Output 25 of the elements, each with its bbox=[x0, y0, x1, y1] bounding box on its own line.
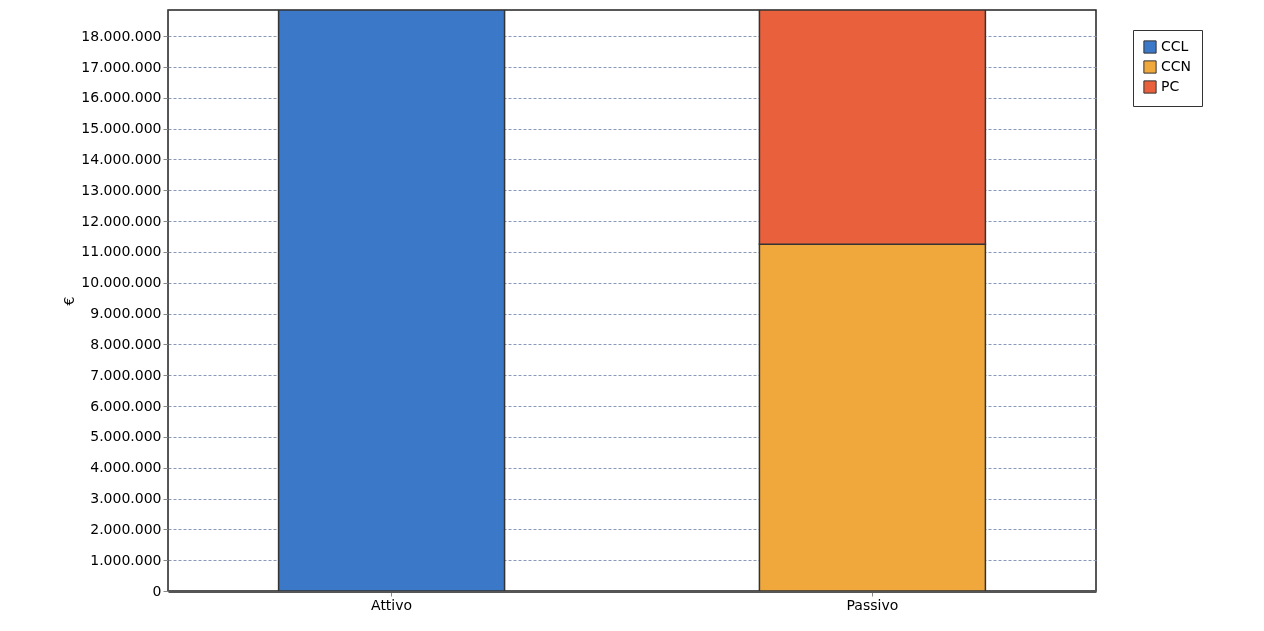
legend-label: PC bbox=[1161, 78, 1180, 94]
y-tick-label: 18.000.000 bbox=[81, 27, 162, 44]
y-tick-label: 10.000.000 bbox=[81, 274, 162, 291]
y-tick-label: 12.000.000 bbox=[81, 212, 162, 229]
y-tick-label: 4.000.000 bbox=[90, 459, 162, 476]
y-tick-label: 14.000.000 bbox=[81, 150, 162, 167]
y-tick-label: 8.000.000 bbox=[90, 335, 162, 352]
y-tick-label: 15.000.000 bbox=[81, 120, 162, 137]
legend-label: CCN bbox=[1161, 58, 1192, 74]
y-tick-label: 5.000.000 bbox=[90, 428, 162, 445]
y-tick-label: 16.000.000 bbox=[81, 89, 162, 106]
x-tick-label: Passivo bbox=[846, 596, 899, 613]
y-tick-label: 2.000.000 bbox=[90, 520, 162, 537]
y-tick-label: 0 bbox=[152, 582, 162, 599]
y-tick-label: 11.000.000 bbox=[81, 243, 162, 260]
y-tick-label: 3.000.000 bbox=[90, 490, 162, 507]
y-tick-label: 1.000.000 bbox=[90, 551, 162, 568]
y-tick-label: 7.000.000 bbox=[90, 366, 162, 383]
legend-label: CCL bbox=[1161, 38, 1189, 54]
x-tick-label: Attivo bbox=[371, 596, 413, 613]
y-axis-title: € bbox=[61, 296, 78, 306]
y-tick-label: 9.000.000 bbox=[90, 305, 162, 322]
y-tick-label: 13.000.000 bbox=[81, 181, 162, 198]
y-tick-label: 6.000.000 bbox=[90, 397, 162, 414]
y-tick-label: 17.000.000 bbox=[81, 58, 162, 75]
